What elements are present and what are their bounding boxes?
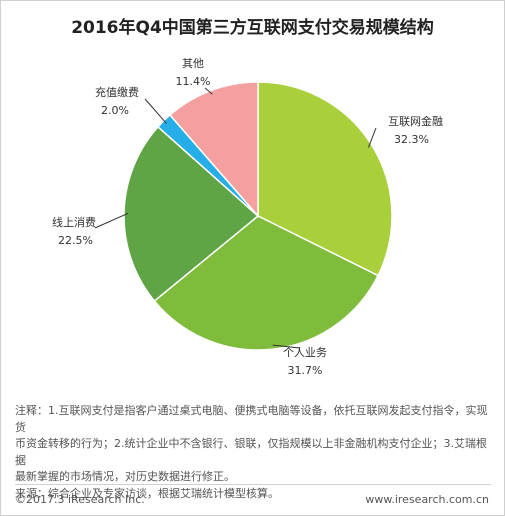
slice-value-4: 2.0%: [101, 104, 129, 117]
slice-label-2: 个人业务: [283, 346, 327, 359]
slice-label-3: 线上消费: [52, 215, 96, 229]
pie-chart: 互联网金融 32.3% 个人业务 31.7% 线上消费 22.5% 充值缴费 2.0% 其他 11…: [52, 57, 443, 377]
leader-line-5: [204, 87, 213, 95]
leader-line-4: [144, 98, 167, 124]
pie-slice-3: [123, 125, 260, 303]
website-link[interactable]: www.iresearch.com.cn: [365, 493, 489, 506]
chart-title: 2016年Q4中国第三方互联网支付交易规模结构: [71, 18, 434, 38]
slice-value-1: 32.3%: [394, 133, 429, 146]
source-note: 来源：综合企业及专家访谈，根据艾瑞统计模型核算。: [15, 486, 279, 500]
slice-value-3: 22.5%: [58, 234, 93, 247]
chart-notes: 注释：1.互联网支付是指客户通过桌式电脑、便携式电脑等设备，依托互联网发起支付指…: [15, 403, 493, 502]
footer-divider: [15, 484, 491, 485]
leader-line-1: [368, 127, 377, 148]
pie-slice-1: [257, 81, 393, 277]
pie-slice-2: [153, 215, 380, 351]
note-line-3: 最新掌握的市场情况，对历史数据进行修正。: [15, 470, 235, 483]
slice-value-2: 31.7%: [288, 364, 323, 377]
pie-slice-5: [168, 81, 259, 219]
copyright: ©2017.3 iResearch Inc.: [15, 493, 145, 506]
slice-label-5: 其他: [182, 57, 204, 70]
slice-label-1: 互联网金融: [388, 114, 443, 128]
note-line-1: 注释：1.互联网支付是指客户通过桌式电脑、便携式电脑等设备，依托互联网发起支付指…: [15, 404, 488, 434]
leader-line-3: [94, 212, 129, 229]
slice-value-5: 11.4%: [176, 75, 211, 88]
leader-line-2: [272, 344, 301, 349]
note-line-2: 币资金转移的行为；2.统计企业中不含银行、银联，仅指规模以上非金融机构支付企业；…: [15, 437, 487, 467]
slice-label-4: 充值缴费: [95, 85, 139, 99]
